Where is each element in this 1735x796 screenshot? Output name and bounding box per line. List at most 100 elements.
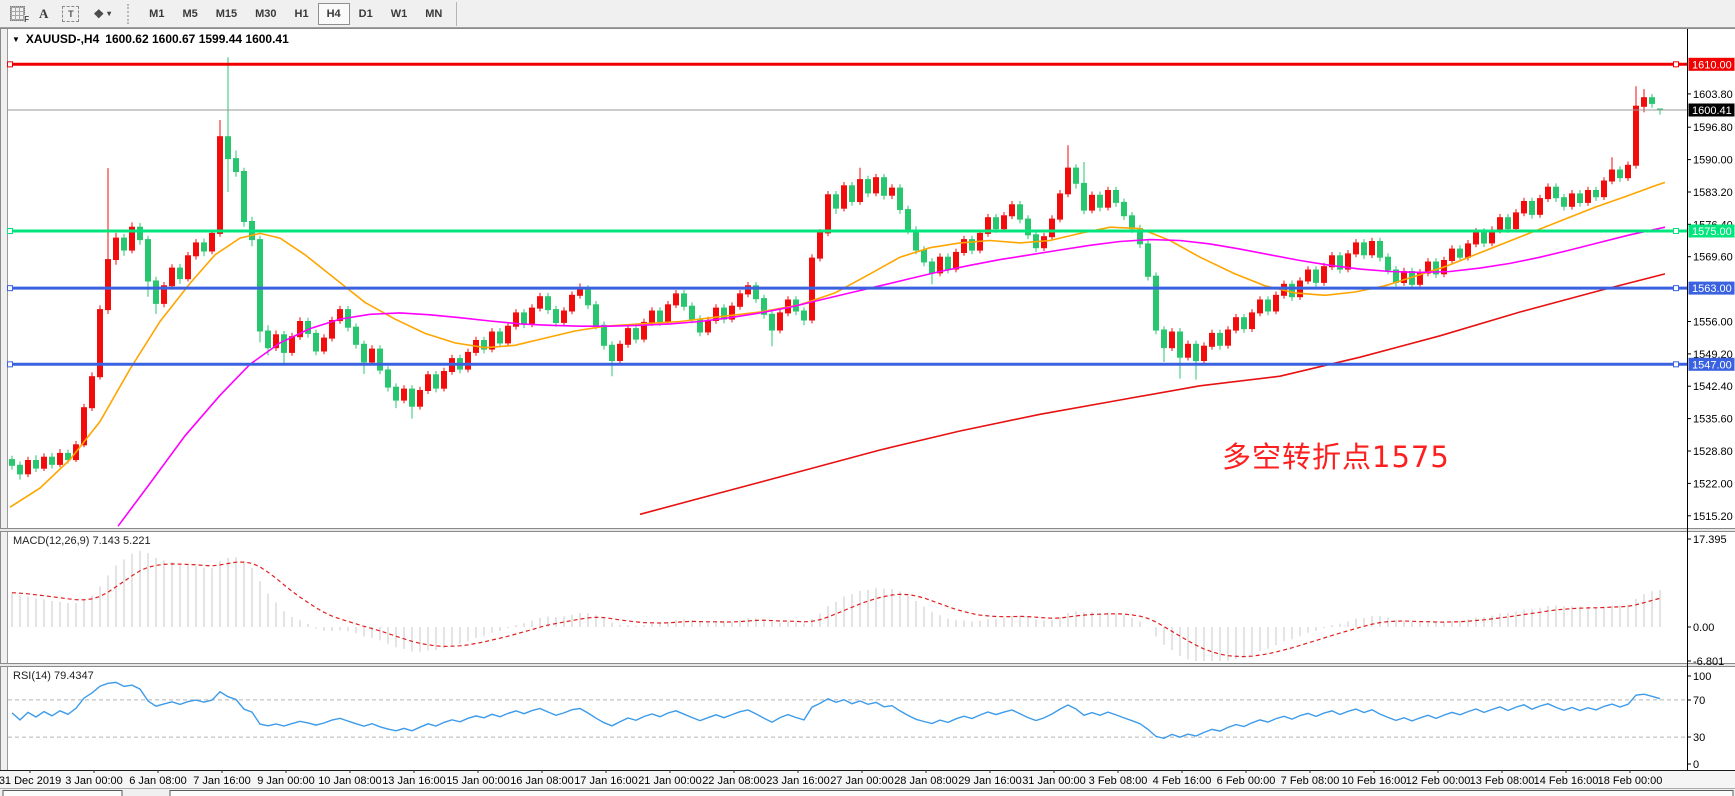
candle <box>1153 275 1159 331</box>
candle <box>561 310 567 323</box>
candle <box>425 374 431 391</box>
candle <box>553 309 559 324</box>
timeframe-button-m30[interactable]: M30 <box>246 3 285 25</box>
candle <box>1145 243 1151 277</box>
candle <box>1505 217 1511 230</box>
timeframe-button-h4[interactable]: H4 <box>317 2 350 25</box>
last-price-badge-label: 1600.41 <box>1692 105 1732 117</box>
candle <box>577 288 583 296</box>
candle <box>1625 164 1631 179</box>
date-tick-label: 23 Jan 16:00 <box>766 775 830 787</box>
line-handle[interactable] <box>1673 61 1679 68</box>
candle <box>857 179 863 203</box>
text-box-button[interactable]: T <box>55 3 86 25</box>
collapse-triangle-icon[interactable]: ▼ <box>12 34 20 44</box>
line-handle[interactable] <box>7 227 13 234</box>
price-tick-label: 1603.80 <box>1693 89 1733 101</box>
period-grid-icon[interactable]: F <box>3 3 32 25</box>
candle <box>481 340 487 350</box>
date-tick-label: 18 Feb 00:00 <box>1598 775 1663 787</box>
candle <box>841 185 847 209</box>
line-handle[interactable] <box>7 61 13 68</box>
main-toolbar: F A T ❖ ▾ M1 M5 M15 M30 H1 H4 D1 W1 MN <box>0 0 1735 28</box>
candle <box>1545 186 1551 200</box>
candle <box>1217 332 1223 346</box>
candle <box>569 294 575 312</box>
candle <box>1193 343 1199 361</box>
candle <box>1633 105 1639 166</box>
timeframe-button-m1[interactable]: M1 <box>140 3 173 25</box>
candle <box>1265 299 1271 312</box>
candle <box>41 456 47 469</box>
candle <box>33 460 39 469</box>
candle <box>1561 197 1567 207</box>
candle <box>1113 190 1119 203</box>
bottom-tab[interactable] <box>169 790 1734 796</box>
line-handle[interactable] <box>1673 361 1679 368</box>
line-handle[interactable] <box>7 361 13 368</box>
date-tick-label: 15 Jan 00:00 <box>446 775 510 787</box>
last-price-badge <box>1688 103 1735 117</box>
candle <box>385 369 391 388</box>
candle <box>1065 167 1071 195</box>
line-handle[interactable] <box>1673 227 1679 234</box>
timeframe-button-mn[interactable]: MN <box>416 3 451 25</box>
candle <box>1649 97 1655 104</box>
candle <box>1073 167 1079 184</box>
candle <box>97 309 103 378</box>
candle <box>1081 182 1087 211</box>
candle <box>49 456 55 465</box>
bottom-tab[interactable] <box>2 790 123 796</box>
timeframe-button-h1[interactable]: H1 <box>286 3 318 25</box>
pane-separator-0[interactable] <box>0 528 1735 532</box>
candle <box>1369 241 1375 256</box>
rsi-axis-label: 0 <box>1693 759 1699 771</box>
date-tick-label: 4 Feb 16:00 <box>1153 775 1212 787</box>
candle <box>753 285 759 300</box>
pane-separator-1[interactable] <box>0 663 1735 667</box>
date-tick-label: 27 Jan 00:00 <box>830 775 894 787</box>
candle <box>1537 198 1543 215</box>
candle <box>737 293 743 307</box>
candle <box>1465 243 1471 258</box>
candle <box>689 305 695 320</box>
rsi-line <box>11 681 1661 740</box>
horizontal-line-objects[interactable] <box>7 61 1688 368</box>
timeframe-button-w1[interactable]: W1 <box>382 3 417 25</box>
date-tick-label: 22 Jan 08:00 <box>702 775 766 787</box>
candle <box>865 179 871 194</box>
line-handle[interactable] <box>7 285 13 292</box>
price-line-badge <box>1688 57 1735 71</box>
candle <box>913 229 919 251</box>
candle <box>89 376 95 409</box>
candle <box>113 237 119 261</box>
toolbar-grip[interactable] <box>127 3 133 24</box>
objects-arrange-button[interactable]: ❖ ▾ <box>86 3 118 25</box>
candle <box>1185 343 1191 358</box>
date-tick-label: 3 Feb 08:00 <box>1089 775 1148 787</box>
timeframe-button-m5[interactable]: M5 <box>173 3 206 25</box>
candle <box>513 312 519 327</box>
timeframe-button-d1[interactable]: D1 <box>350 3 382 25</box>
candle <box>465 351 471 370</box>
macd-signal-line <box>11 561 1661 658</box>
candle <box>993 217 999 230</box>
candle <box>521 312 527 325</box>
line-handle[interactable] <box>1673 285 1679 292</box>
candle <box>761 298 767 315</box>
candle <box>321 337 327 352</box>
chart-title: ▼ XAUUSD-,H4 1600.62 1600.67 1599.44 160… <box>12 32 289 46</box>
candle <box>1497 217 1503 231</box>
candle <box>65 452 71 461</box>
timeframe-button-m15[interactable]: M15 <box>207 3 246 25</box>
price-line-badge-label: 1575.00 <box>1692 226 1732 238</box>
text-label-button[interactable]: A <box>32 3 55 25</box>
candle <box>361 343 367 363</box>
date-axis[interactable]: 31 Dec 2019 3 Jan 00:00 6 Jan 08:00 7 Jan 1… <box>0 770 1735 788</box>
candle <box>1241 317 1247 330</box>
date-tick-label: 13 Jan 16:00 <box>382 775 446 787</box>
date-tick-label: 28 Jan 08:00 <box>894 775 958 787</box>
price-axis[interactable]: 1603.801596.801590.001583.201576.401569.… <box>1687 29 1735 771</box>
candle <box>601 324 607 346</box>
candle <box>1609 169 1615 182</box>
